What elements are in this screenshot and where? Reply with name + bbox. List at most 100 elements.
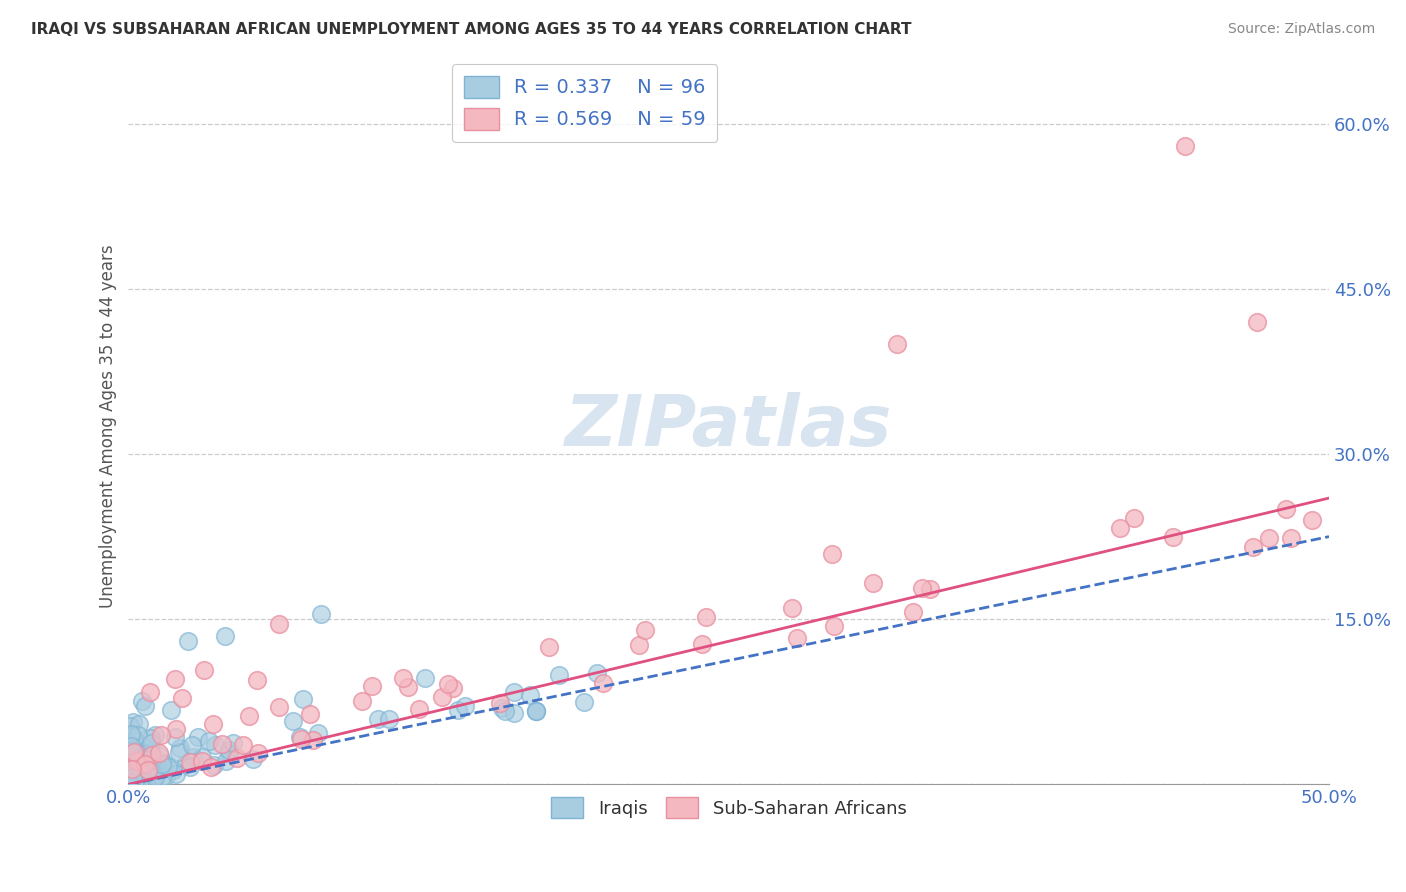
Point — [1123, 511, 1146, 525]
Point — [148, 747, 170, 761]
Point — [121, 731, 143, 746]
Point — [267, 699, 290, 714]
Point — [886, 337, 908, 351]
Point — [124, 761, 146, 775]
Point — [138, 685, 160, 699]
Point — [302, 733, 325, 747]
Point — [918, 582, 941, 596]
Point — [823, 619, 845, 633]
Point — [198, 734, 221, 748]
Point — [153, 756, 176, 770]
Point — [214, 754, 236, 768]
Point — [118, 752, 141, 766]
Point — [242, 752, 264, 766]
Point — [141, 731, 163, 745]
Point — [690, 637, 713, 651]
Point — [1274, 502, 1296, 516]
Point — [138, 761, 160, 775]
Point — [290, 731, 312, 746]
Point — [150, 770, 173, 784]
Text: ZIPatlas: ZIPatlas — [565, 392, 893, 461]
Point — [269, 616, 291, 631]
Point — [118, 744, 141, 758]
Point — [201, 716, 224, 731]
Point — [145, 768, 167, 782]
Point — [156, 760, 179, 774]
Point — [202, 758, 225, 772]
Point — [131, 767, 153, 781]
Point — [150, 728, 173, 742]
Point — [160, 703, 183, 717]
Point — [408, 702, 430, 716]
Point — [494, 704, 516, 718]
Point — [128, 716, 150, 731]
Point — [122, 745, 145, 759]
Point — [193, 663, 215, 677]
Point — [634, 623, 657, 637]
Point — [502, 685, 524, 699]
Point — [526, 704, 548, 718]
Point — [120, 776, 142, 790]
Point — [432, 690, 454, 704]
Point — [128, 761, 150, 775]
Point — [1241, 540, 1264, 554]
Point — [139, 736, 162, 750]
Point — [124, 732, 146, 747]
Point — [176, 757, 198, 772]
Point — [131, 747, 153, 761]
Point — [150, 757, 173, 772]
Point — [491, 701, 513, 715]
Point — [447, 702, 470, 716]
Point — [524, 705, 547, 719]
Point — [214, 629, 236, 643]
Point — [309, 607, 332, 621]
Point — [129, 765, 152, 780]
Point — [139, 744, 162, 758]
Point — [118, 776, 141, 790]
Point — [127, 740, 149, 755]
Point — [124, 774, 146, 789]
Point — [454, 699, 477, 714]
Point — [290, 730, 312, 744]
Point — [307, 726, 329, 740]
Point — [247, 746, 270, 760]
Point — [165, 673, 187, 687]
Point — [127, 728, 149, 742]
Point — [120, 770, 142, 784]
Point — [120, 729, 142, 743]
Point — [246, 673, 269, 688]
Point — [138, 746, 160, 760]
Point — [121, 762, 143, 776]
Point — [122, 760, 145, 774]
Point — [143, 764, 166, 778]
Point — [136, 764, 159, 779]
Y-axis label: Unemployment Among Ages 35 to 44 years: Unemployment Among Ages 35 to 44 years — [100, 244, 117, 608]
Point — [519, 688, 541, 702]
Point — [1258, 531, 1281, 545]
Point — [628, 638, 651, 652]
Point — [548, 667, 571, 681]
Point — [437, 677, 460, 691]
Point — [169, 740, 191, 755]
Point — [292, 691, 315, 706]
Point — [191, 750, 214, 764]
Point — [165, 730, 187, 744]
Point — [180, 738, 202, 752]
Point — [281, 714, 304, 729]
Point — [165, 767, 187, 781]
Point — [179, 760, 201, 774]
Point — [391, 671, 413, 685]
Point — [901, 605, 924, 619]
Point — [143, 770, 166, 784]
Legend: Iraqis, Sub-Saharan Africans: Iraqis, Sub-Saharan Africans — [544, 790, 914, 825]
Point — [396, 680, 419, 694]
Point — [538, 640, 561, 655]
Point — [145, 761, 167, 775]
Point — [298, 706, 321, 721]
Point — [183, 749, 205, 764]
Point — [128, 751, 150, 765]
Point — [127, 755, 149, 769]
Point — [1246, 315, 1268, 329]
Point — [134, 756, 156, 771]
Point — [218, 743, 240, 757]
